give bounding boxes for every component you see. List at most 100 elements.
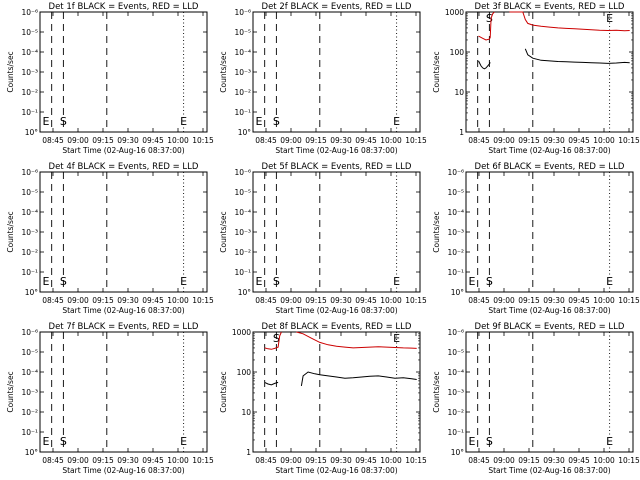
x-tick-label: 09:30 <box>330 296 352 305</box>
y-axis-label: Counts/sec <box>219 211 228 252</box>
x-tick-label: 09:15 <box>518 456 540 465</box>
y-tick-label: 10° <box>238 288 252 297</box>
start-marker: S <box>273 275 280 288</box>
x-tick-label: 08:45 <box>468 456 490 465</box>
x-tick-label: 09:00 <box>280 456 302 465</box>
y-tick-label: 10⁻⁵ <box>234 28 251 37</box>
start-marker: S <box>273 332 280 345</box>
x-tick-label: 09:45 <box>142 296 164 305</box>
y-tick-label: 1000 <box>232 328 251 337</box>
x-tick-label: 08:45 <box>42 136 64 145</box>
x-tick-label: 09:45 <box>355 456 377 465</box>
y-tick-label: 10⁻⁵ <box>447 188 464 197</box>
y-tick-label: 10⁻³ <box>447 228 464 237</box>
plot-frame <box>252 11 421 133</box>
series-line-2 <box>478 11 495 41</box>
x-tick-label: 09:45 <box>355 136 377 145</box>
y-axis-label: Counts/sec <box>6 211 15 252</box>
x-tick-label: 10:15 <box>192 296 214 305</box>
plot-frame <box>39 11 208 133</box>
y-tick-label: 10⁻² <box>21 248 38 257</box>
end-marker: E <box>43 275 50 288</box>
x-tick-label: 10:00 <box>593 296 615 305</box>
y-tick-label: 10⁻² <box>21 88 38 97</box>
y-axis-label: Counts/sec <box>6 51 15 92</box>
panel-title: Det 1f BLACK = Events, RED = LLD <box>49 2 199 12</box>
end-marker: E <box>180 115 187 128</box>
x-tick-label: 10:00 <box>380 456 402 465</box>
panel-title: Det 2f BLACK = Events, RED = LLD <box>262 2 412 12</box>
y-tick-label: 10° <box>25 448 39 457</box>
x-tick-label: 09:15 <box>305 296 327 305</box>
series-line-3 <box>524 48 630 64</box>
y-tick-label: 10⁻⁶ <box>21 8 38 17</box>
plot-frame <box>39 171 208 293</box>
y-tick-label: 10⁻¹ <box>234 108 251 117</box>
y-tick-label: 10⁻¹ <box>234 268 251 277</box>
x-tick-label: 10:15 <box>405 296 427 305</box>
x-tick-label: 09:45 <box>142 456 164 465</box>
x-tick-label: 08:45 <box>255 456 277 465</box>
y-tick-label: 10⁻³ <box>21 388 38 397</box>
plot-frame <box>39 331 208 453</box>
x-tick-label: 10:00 <box>380 296 402 305</box>
x-tick-label: 10:15 <box>618 456 640 465</box>
y-tick-label: 10⁻⁶ <box>447 328 464 337</box>
x-tick-label: 09:15 <box>92 136 114 145</box>
y-tick-label: 10⁻² <box>234 88 251 97</box>
end-marker: E <box>606 435 613 448</box>
x-tick-label: 10:15 <box>405 136 427 145</box>
plot-frame <box>465 331 634 453</box>
start-marker: S <box>60 115 67 128</box>
y-tick-label: 10 <box>454 88 464 97</box>
y-tick-label: 10⁻³ <box>234 68 251 77</box>
series-line-1 <box>264 381 279 386</box>
x-tick-label: 08:45 <box>42 296 64 305</box>
series-line-4 <box>296 331 417 349</box>
panel-title: Det 5f BLACK = Events, RED = LLD <box>262 162 412 172</box>
x-tick-label: 10:00 <box>380 136 402 145</box>
series-line-1 <box>478 60 491 70</box>
y-tick-label: 10⁻⁶ <box>21 328 38 337</box>
y-tick-label: 10⁻⁵ <box>21 348 38 357</box>
x-axis-label: Start Time (02-Aug-16 08:37:00) <box>62 146 184 155</box>
x-tick-label: 09:15 <box>518 136 540 145</box>
y-axis-label: Counts/sec <box>219 51 228 92</box>
x-tick-label: 09:30 <box>330 456 352 465</box>
y-tick-label: 10⁻⁶ <box>234 168 251 177</box>
x-tick-label: 09:45 <box>568 456 590 465</box>
x-tick-label: 08:45 <box>42 456 64 465</box>
y-tick-label: 10⁻⁵ <box>21 28 38 37</box>
y-tick-label: 10⁻³ <box>234 228 251 237</box>
y-tick-label: 10⁻⁵ <box>447 348 464 357</box>
x-tick-label: 09:00 <box>280 136 302 145</box>
x-tick-label: 10:00 <box>593 456 615 465</box>
x-tick-label: 09:00 <box>493 296 515 305</box>
y-tick-label: 10⁻⁴ <box>21 48 38 57</box>
y-tick-label: 10⁻¹ <box>447 428 464 437</box>
x-tick-label: 09:15 <box>305 456 327 465</box>
y-tick-label: 10⁻⁴ <box>21 368 38 377</box>
x-tick-label: 10:15 <box>618 136 640 145</box>
panel-title: Det 6f BLACK = Events, RED = LLD <box>475 162 625 172</box>
x-tick-label: 09:30 <box>543 456 565 465</box>
panel-det-7: Det 7f BLACK = Events, RED = LLD 10° 10⁻¹ 1… <box>6 322 214 475</box>
y-axis-label: Counts/sec <box>432 51 441 92</box>
y-tick-label: 10⁻² <box>447 408 464 417</box>
plot-frame <box>252 331 421 453</box>
x-tick-label: 10:15 <box>192 136 214 145</box>
x-tick-label: 09:45 <box>568 296 590 305</box>
x-tick-label: 09:30 <box>543 136 565 145</box>
y-tick-label: 10⁻¹ <box>21 428 38 437</box>
y-tick-label: 100 <box>450 48 465 57</box>
end-marker: E <box>43 435 50 448</box>
x-tick-label: 10:15 <box>192 456 214 465</box>
x-tick-label: 09:30 <box>330 136 352 145</box>
y-tick-label: 10⁻⁵ <box>234 188 251 197</box>
x-tick-label: 09:45 <box>568 136 590 145</box>
y-tick-label: 1 <box>459 128 464 137</box>
x-tick-label: 09:15 <box>92 456 114 465</box>
y-tick-label: 1000 <box>445 8 464 17</box>
panel-title: Det 8f BLACK = Events, RED = LLD <box>262 322 412 332</box>
